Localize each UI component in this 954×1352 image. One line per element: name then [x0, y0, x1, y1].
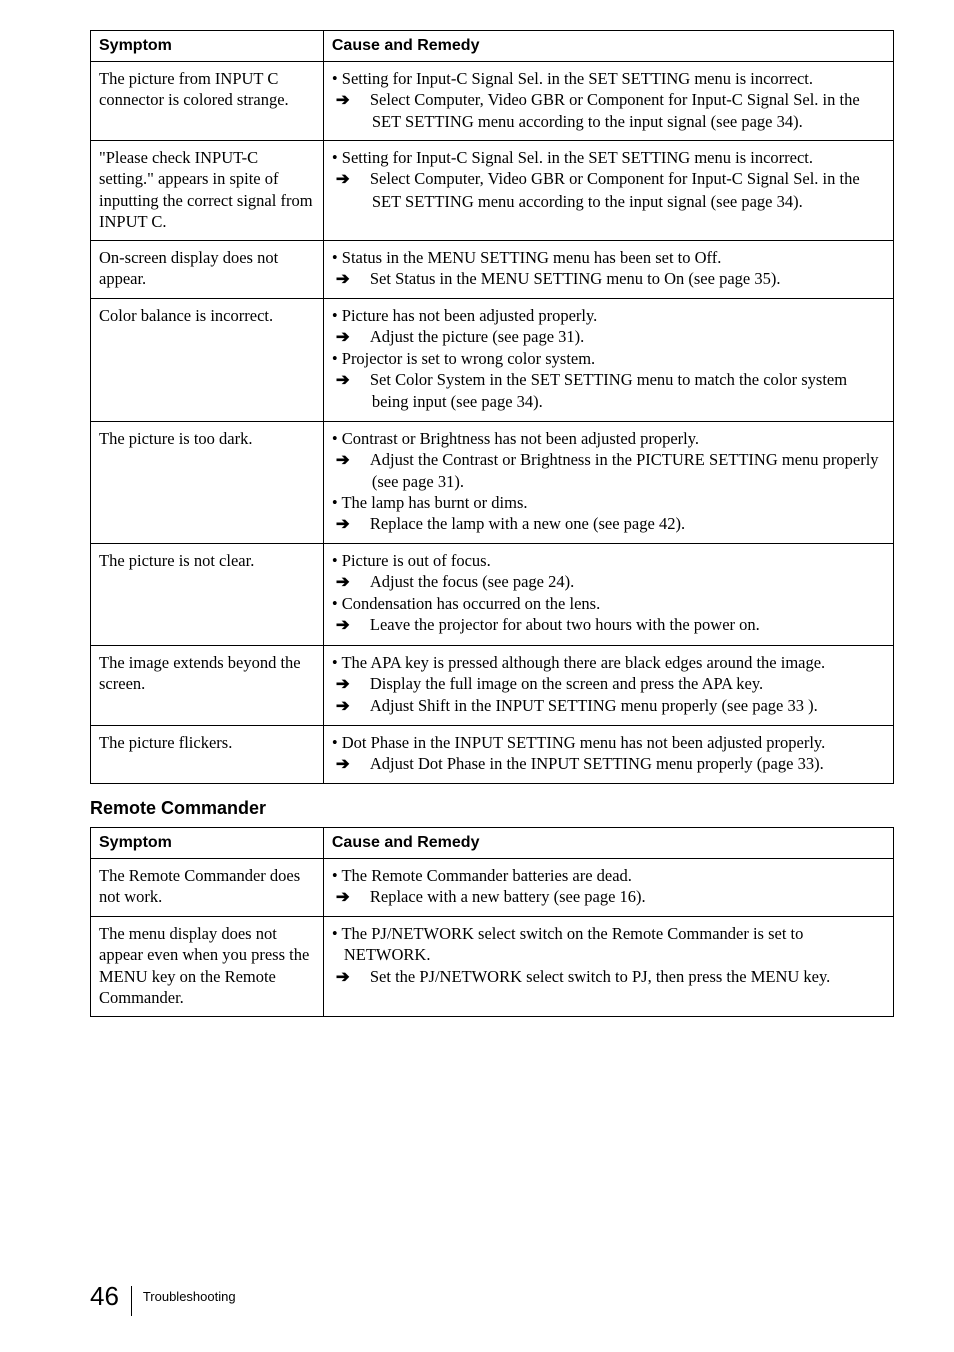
- symptom-cell: The picture is not clear.: [91, 544, 324, 645]
- table-row: The picture is not clear.• Picture is ou…: [91, 544, 894, 645]
- cause-bullet: • The Remote Commander batteries are dea…: [332, 865, 885, 886]
- troubleshooting-table-picture: Symptom Cause and Remedy The picture fro…: [90, 30, 894, 784]
- arrow-icon: ➔: [354, 370, 370, 391]
- cause-bullet: • The APA key is pressed although there …: [332, 652, 885, 673]
- arrow-icon: ➔: [354, 450, 370, 471]
- remedy-arrow: ➔ Select Computer, Video GBR or Componen…: [332, 89, 885, 132]
- arrow-icon: ➔: [354, 169, 370, 190]
- arrow-icon: ➔: [354, 269, 370, 290]
- remedy-arrow: ➔ Select Computer, Video GBR or Componen…: [332, 168, 885, 211]
- remedy-arrow: ➔ Display the full image on the screen a…: [332, 673, 885, 695]
- arrow-icon: ➔: [354, 674, 370, 695]
- cause-bullet: • Setting for Input-C Signal Sel. in the…: [332, 147, 885, 168]
- cause-cell: • Setting for Input-C Signal Sel. in the…: [323, 141, 893, 240]
- table-row: On-screen display does not appear. • Stat…: [91, 240, 894, 298]
- remedy-arrow: ➔ Adjust the picture (see page 31).: [332, 326, 885, 348]
- page-footer: 46 Troubleshooting: [90, 1281, 236, 1316]
- cause-bullet: • Contrast or Brightness has not been ad…: [332, 428, 885, 449]
- table-row: "Please check INPUT-C setting." appears …: [91, 141, 894, 240]
- symptom-cell: Color balance is incorrect.: [91, 298, 324, 421]
- arrow-icon: ➔: [354, 572, 370, 593]
- cause-bullet: • Setting for Input-C Signal Sel. in the…: [332, 68, 885, 89]
- cause-cell: • Setting for Input-C Signal Sel. in the…: [323, 62, 893, 141]
- cause-bullet: • The PJ/NETWORK select switch on the Re…: [332, 923, 885, 965]
- arrow-icon: ➔: [354, 615, 370, 636]
- cause-cell: • The APA key is pressed although there …: [323, 645, 893, 725]
- footer-label: Troubleshooting: [143, 1289, 236, 1304]
- table-row: The picture is too dark. • Contrast or Br…: [91, 421, 894, 544]
- symptom-cell: The Remote Commander does not work.: [91, 859, 324, 917]
- page-number: 46: [90, 1281, 119, 1311]
- cause-cell: • The Remote Commander batteries are dea…: [323, 859, 893, 917]
- table1-body: The picture from INPUT C connector is co…: [91, 62, 894, 784]
- footer-divider: [131, 1286, 132, 1316]
- cause-bullet: • Condensation has occurred on the lens.: [332, 593, 885, 614]
- cause-bullet: • Status in the MENU SETTING menu has be…: [332, 247, 885, 268]
- remedy-arrow: ➔ Set Status in the MENU SETTING menu to…: [332, 268, 885, 290]
- cause-cell: • Picture is out of focus.➔ Adjust the f…: [323, 544, 893, 645]
- cause-cell: • Picture has not been adjusted properly…: [323, 298, 893, 421]
- table1-header-symptom: Symptom: [91, 31, 324, 62]
- symptom-cell: The menu display does not appear even wh…: [91, 917, 324, 1016]
- table-row: The Remote Commander does not work. • The…: [91, 859, 894, 917]
- table-row: Color balance is incorrect. • Picture has…: [91, 298, 894, 421]
- symptom-cell: On-screen display does not appear.: [91, 240, 324, 298]
- symptom-cell: The image extends beyond the screen.: [91, 645, 324, 725]
- arrow-icon: ➔: [354, 90, 370, 111]
- cause-bullet: • Projector is set to wrong color system…: [332, 348, 885, 369]
- cause-bullet: • Picture is out of focus.: [332, 550, 885, 571]
- arrow-icon: ➔: [354, 696, 370, 717]
- remedy-arrow: ➔ Set Color System in the SET SETTING me…: [332, 369, 885, 412]
- table2-header-remedy: Cause and Remedy: [323, 828, 893, 859]
- arrow-icon: ➔: [354, 887, 370, 908]
- remedy-arrow: ➔ Set the PJ/NETWORK select switch to PJ…: [332, 966, 885, 988]
- symptom-cell: The picture from INPUT C connector is co…: [91, 62, 324, 141]
- remedy-arrow: ➔ Replace the lamp with a new one (see p…: [332, 513, 885, 535]
- cause-cell: • Contrast or Brightness has not been ad…: [323, 421, 893, 544]
- symptom-cell: The picture is too dark.: [91, 421, 324, 544]
- symptom-cell: "Please check INPUT-C setting." appears …: [91, 141, 324, 240]
- cause-bullet: • Dot Phase in the INPUT SETTING menu ha…: [332, 732, 885, 753]
- arrow-icon: ➔: [354, 754, 370, 775]
- symptom-cell: The picture flickers.: [91, 725, 324, 783]
- table2-header-symptom: Symptom: [91, 828, 324, 859]
- table-row: The picture flickers. • Dot Phase in the …: [91, 725, 894, 783]
- section-heading-remote-commander: Remote Commander: [90, 798, 894, 819]
- remedy-arrow: ➔ Adjust the focus (see page 24).: [332, 571, 885, 593]
- table-row: The image extends beyond the screen. • Th…: [91, 645, 894, 725]
- table1-header-remedy: Cause and Remedy: [323, 31, 893, 62]
- arrow-icon: ➔: [354, 967, 370, 988]
- cause-bullet: • The lamp has burnt or dims.: [332, 492, 885, 513]
- remedy-arrow: ➔ Leave the projector for about two hour…: [332, 614, 885, 636]
- remedy-arrow: ➔ Adjust Shift in the INPUT SETTING menu…: [332, 695, 885, 717]
- troubleshooting-table-remote: Symptom Cause and Remedy The Remote Comm…: [90, 827, 894, 1017]
- table2-body: The Remote Commander does not work.• The…: [91, 859, 894, 1017]
- cause-cell: • Dot Phase in the INPUT SETTING menu ha…: [323, 725, 893, 783]
- table-row: The menu display does not appear even wh…: [91, 917, 894, 1016]
- remedy-arrow: ➔ Adjust the Contrast or Brightness in t…: [332, 449, 885, 492]
- cause-cell: • Status in the MENU SETTING menu has be…: [323, 240, 893, 298]
- cause-bullet: • Picture has not been adjusted properly…: [332, 305, 885, 326]
- remedy-arrow: ➔ Replace with a new battery (see page 1…: [332, 886, 885, 908]
- cause-cell: • The PJ/NETWORK select switch on the Re…: [323, 917, 893, 1016]
- table-row: The picture from INPUT C connector is co…: [91, 62, 894, 141]
- arrow-icon: ➔: [354, 514, 370, 535]
- remedy-arrow: ➔ Adjust Dot Phase in the INPUT SETTING …: [332, 753, 885, 775]
- arrow-icon: ➔: [354, 327, 370, 348]
